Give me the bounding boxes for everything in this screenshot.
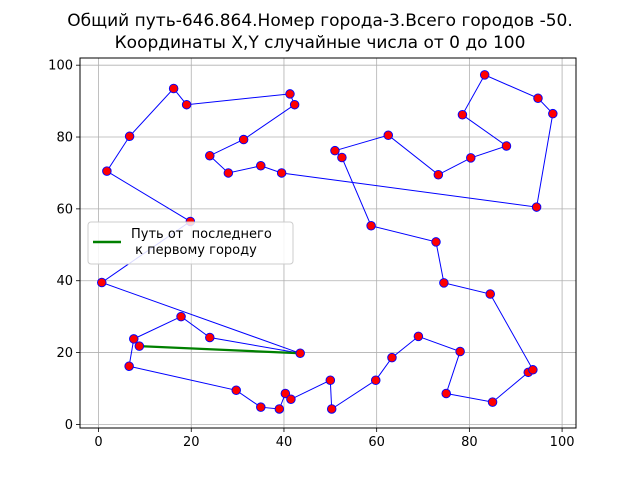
city-point bbox=[387, 352, 397, 363]
chart-title: Общий путь-646.864.Номер города-3.Всего … bbox=[0, 10, 640, 54]
city-point bbox=[455, 346, 465, 357]
city-point bbox=[102, 166, 112, 176]
y-tick-label: 0 bbox=[65, 418, 73, 433]
axes-frame bbox=[79, 57, 577, 429]
chart-title-line-1: Общий путь-646.864.Номер города-3.Всего … bbox=[67, 11, 573, 31]
city-point bbox=[366, 221, 376, 231]
city-point bbox=[330, 145, 340, 156]
city-point bbox=[439, 278, 449, 288]
city-point bbox=[205, 150, 215, 161]
city-point bbox=[124, 131, 135, 142]
city-point bbox=[528, 365, 538, 375]
city-point bbox=[181, 99, 192, 110]
city-point bbox=[124, 361, 134, 371]
grid-layer bbox=[80, 58, 576, 428]
x-tick-label: 80 bbox=[461, 435, 478, 450]
city-point bbox=[176, 311, 186, 322]
legend-label-line: к первому городу bbox=[131, 243, 257, 258]
city-point bbox=[285, 89, 295, 99]
legend-box bbox=[87, 221, 294, 265]
city-point bbox=[276, 168, 287, 178]
city-point bbox=[457, 110, 468, 120]
y-tick-label: 20 bbox=[56, 346, 73, 361]
city-point bbox=[256, 161, 266, 171]
y-tick-label: 40 bbox=[56, 274, 73, 289]
city-point bbox=[485, 289, 495, 299]
y-tick-label: 60 bbox=[56, 202, 73, 217]
city-point bbox=[431, 237, 441, 247]
city-point bbox=[433, 169, 444, 180]
x-tick-label: 0 bbox=[94, 435, 102, 450]
city-point bbox=[487, 397, 498, 407]
city-point bbox=[256, 402, 266, 412]
city-point bbox=[231, 385, 241, 396]
city-point bbox=[370, 375, 381, 385]
city-point bbox=[501, 141, 512, 151]
legend: Путь от последнего к первому городу bbox=[87, 221, 294, 265]
city-point bbox=[289, 99, 300, 110]
legend-label-line: Путь от последнего bbox=[131, 227, 272, 242]
city-point bbox=[223, 168, 234, 178]
city-point bbox=[533, 93, 543, 103]
city-point bbox=[280, 388, 291, 399]
city-point bbox=[383, 130, 394, 140]
city-point bbox=[326, 404, 337, 414]
points-layer bbox=[97, 70, 558, 414]
x-tick-label: 100 bbox=[550, 435, 575, 450]
city-point bbox=[413, 331, 424, 342]
x-tick-label: 60 bbox=[368, 435, 385, 450]
city-point bbox=[168, 83, 179, 94]
x-tick-label: 40 bbox=[276, 435, 293, 450]
city-point bbox=[134, 341, 145, 351]
city-point bbox=[337, 152, 347, 163]
city-point bbox=[548, 108, 558, 119]
city-point bbox=[274, 404, 285, 414]
city-point bbox=[238, 134, 249, 145]
y-tick-label: 100 bbox=[48, 59, 73, 74]
city-point bbox=[479, 70, 490, 80]
ticks-layer: 0 20 40 60 80 100 0 20 40 60 80 100 bbox=[48, 59, 574, 450]
city-point bbox=[295, 348, 305, 359]
city-point bbox=[286, 394, 296, 405]
closing-path bbox=[139, 344, 301, 355]
city-point bbox=[441, 388, 451, 399]
y-tick-label: 80 bbox=[56, 131, 73, 146]
legend-label: Путь от последнего к первому городу bbox=[131, 227, 272, 258]
city-point bbox=[129, 334, 139, 344]
chart-title-line-2: Координаты X,Y случайные числа от 0 до 1… bbox=[114, 33, 526, 53]
city-point bbox=[97, 277, 107, 288]
city-point bbox=[531, 202, 542, 212]
city-point bbox=[325, 375, 336, 385]
city-point bbox=[466, 153, 476, 163]
x-tick-label: 20 bbox=[183, 435, 200, 450]
city-point bbox=[205, 332, 215, 343]
